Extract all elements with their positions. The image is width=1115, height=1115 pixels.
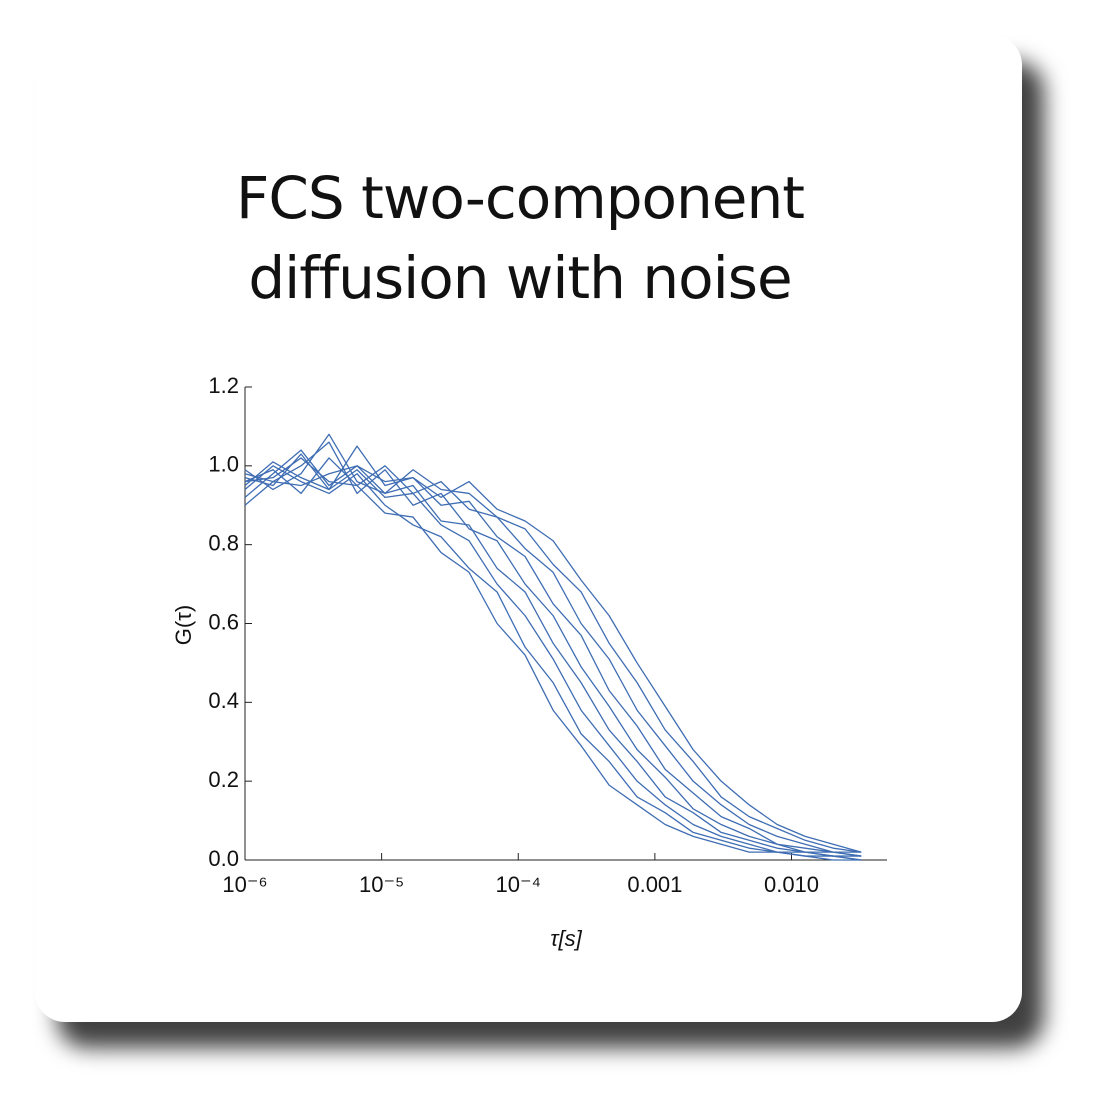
x-tick-label: 10⁻⁵ <box>359 872 404 897</box>
y-tick-label: 0.4 <box>208 688 239 713</box>
series-line <box>244 441 862 857</box>
series-line <box>244 445 862 857</box>
series-line <box>244 465 862 853</box>
y-tick-label: 1.2 <box>208 373 239 398</box>
series-line <box>244 433 862 853</box>
card <box>35 35 1022 1022</box>
x-tick-label: 0.010 <box>764 872 819 897</box>
x-tick-label: 10⁻⁶ <box>222 872 267 897</box>
y-tick-label: 0.8 <box>208 530 239 555</box>
x-axis-label: τ[s] <box>550 926 582 951</box>
y-tick-label: 0.6 <box>208 609 239 634</box>
x-tick-label: 10⁻⁴ <box>495 872 541 897</box>
series-line <box>244 449 862 857</box>
series-line <box>244 453 862 861</box>
x-tick-label: 0.001 <box>627 872 682 897</box>
y-axis-label: G(τ) <box>171 605 196 645</box>
series-line <box>244 457 862 853</box>
y-tick-label: 0.0 <box>208 846 239 871</box>
y-tick-label: 0.2 <box>208 767 239 792</box>
chart-title: FCS two-component diffusion with noise <box>236 164 805 312</box>
series-line <box>244 465 862 861</box>
y-tick-label: 1.0 <box>208 452 239 477</box>
